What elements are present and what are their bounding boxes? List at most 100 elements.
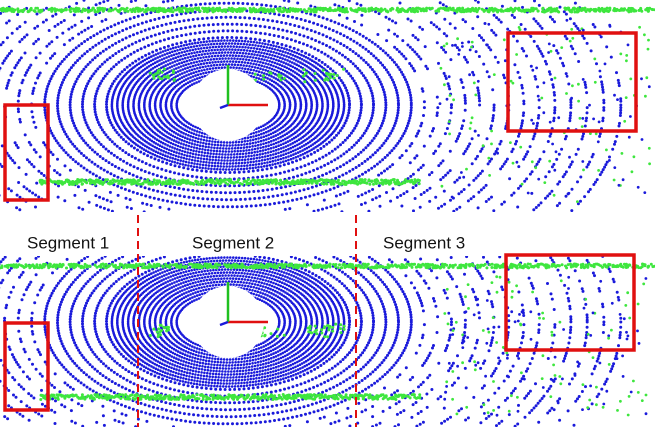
lidar-point bbox=[233, 153, 236, 156]
lidar-point bbox=[383, 114, 386, 117]
lidar-point bbox=[28, 141, 31, 144]
lidar-point bbox=[99, 155, 102, 158]
lidar-point bbox=[201, 76, 204, 79]
lidar-point bbox=[470, 197, 473, 200]
lidar-point bbox=[244, 61, 247, 64]
lidar-point bbox=[133, 165, 136, 168]
lidar-point bbox=[229, 39, 232, 42]
lidar-point bbox=[409, 46, 412, 49]
lidar-point bbox=[208, 2, 211, 5]
lidar-point bbox=[383, 170, 386, 173]
lidar-point bbox=[207, 149, 210, 152]
lidar-point bbox=[194, 48, 197, 51]
lidar-point bbox=[570, 209, 573, 212]
lidar-point bbox=[200, 138, 203, 141]
lidar-point bbox=[357, 195, 360, 198]
lidar-point bbox=[423, 145, 426, 148]
lidar-point bbox=[179, 159, 182, 162]
lidar-point bbox=[395, 119, 398, 122]
lidar-point bbox=[84, 119, 87, 122]
lidar-point bbox=[291, 61, 294, 64]
lidar-point bbox=[267, 144, 270, 147]
lidar-point bbox=[422, 114, 425, 117]
lidar-point bbox=[617, 79, 620, 82]
lidar-point bbox=[285, 149, 288, 152]
lidar-point bbox=[183, 19, 186, 22]
lidar-point bbox=[348, 134, 351, 137]
lidar-point bbox=[299, 158, 302, 161]
lidar-point bbox=[313, 14, 316, 17]
lidar-point bbox=[433, 23, 436, 26]
lidar-point bbox=[100, 80, 103, 83]
lidar-point bbox=[474, 130, 477, 133]
lidar-point bbox=[341, 54, 344, 57]
lidar-point bbox=[111, 82, 114, 85]
lidar-point bbox=[180, 27, 183, 30]
lidar-point bbox=[249, 161, 252, 164]
lidar-point bbox=[166, 200, 169, 203]
lidar-point bbox=[261, 162, 264, 165]
lidar-point bbox=[584, 83, 587, 86]
lidar-point bbox=[287, 159, 290, 162]
lidar-point bbox=[259, 32, 262, 35]
lidar-point bbox=[442, 159, 445, 162]
lidar-point bbox=[69, 169, 72, 172]
lidar-point bbox=[429, 135, 432, 138]
lidar-point bbox=[69, 98, 72, 101]
lidar-point bbox=[613, 143, 616, 146]
lidar-point bbox=[36, 25, 39, 28]
lidar-point bbox=[449, 22, 452, 25]
lidar-point bbox=[99, 30, 102, 33]
lidar-point bbox=[165, 169, 168, 172]
lidar-point bbox=[192, 149, 195, 152]
lidar-point bbox=[408, 88, 411, 91]
lidar-point bbox=[202, 164, 205, 167]
lidar-point bbox=[214, 40, 217, 43]
lidar-point bbox=[205, 71, 208, 74]
lidar-point bbox=[193, 51, 196, 54]
lidar-point bbox=[59, 86, 62, 89]
lidar-point bbox=[92, 173, 95, 176]
lidar-point bbox=[73, 124, 76, 127]
lidar-point bbox=[575, 153, 578, 156]
lidar-point bbox=[56, 104, 59, 107]
lidar-point bbox=[11, 159, 14, 162]
lidar-point bbox=[255, 70, 258, 73]
lidar-point bbox=[202, 145, 205, 148]
lidar-point bbox=[280, 21, 283, 24]
lidar-point bbox=[276, 56, 279, 59]
lidar-point bbox=[92, 72, 95, 75]
lidar-point bbox=[619, 106, 622, 109]
lidar-point bbox=[541, 27, 544, 30]
lidar-point bbox=[254, 148, 257, 151]
lidar-point bbox=[117, 61, 120, 64]
lidar-point bbox=[158, 17, 161, 20]
lidar-point bbox=[371, 153, 374, 156]
lidar-point bbox=[503, 201, 506, 204]
lidar-point bbox=[32, 42, 35, 45]
lidar-point bbox=[182, 132, 185, 135]
lidar-point bbox=[186, 10, 189, 13]
lidar-point bbox=[261, 168, 264, 171]
lidar-point bbox=[159, 206, 162, 209]
lidar-point bbox=[166, 67, 169, 70]
lidar-point bbox=[391, 58, 394, 61]
lidar-point bbox=[274, 48, 277, 51]
lidar-point bbox=[485, 200, 488, 203]
lidar-point bbox=[193, 133, 196, 136]
lidar-point bbox=[8, 52, 11, 55]
lidar-point bbox=[34, 206, 37, 209]
lidar-point bbox=[270, 144, 273, 147]
lidar-point bbox=[10, 50, 13, 53]
lidar-point bbox=[182, 146, 185, 149]
lidar-point bbox=[116, 185, 119, 188]
lidar-point bbox=[332, 102, 335, 105]
lidar-point bbox=[294, 145, 297, 148]
lidar-point bbox=[569, 111, 572, 114]
lidar-point bbox=[321, 208, 324, 211]
lidar-point bbox=[270, 57, 273, 60]
lidar-point bbox=[542, 55, 545, 58]
lidar-point bbox=[34, 126, 37, 129]
lidar-point bbox=[341, 174, 344, 177]
lidar-point bbox=[219, 191, 222, 194]
